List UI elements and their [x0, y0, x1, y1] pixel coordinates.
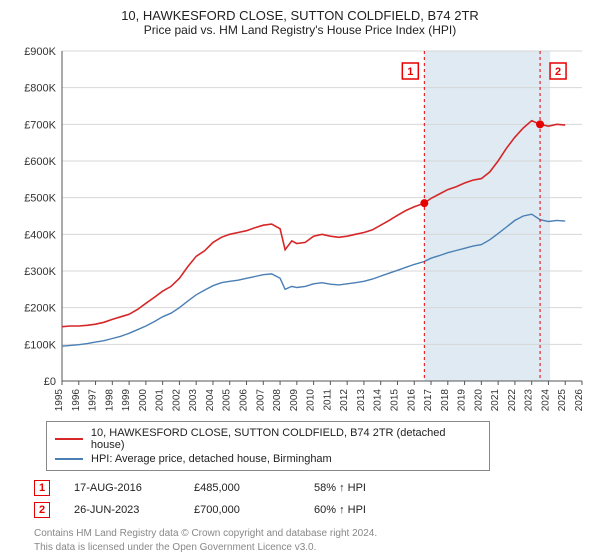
svg-text:2021: 2021: [490, 389, 501, 412]
svg-text:1995: 1995: [54, 389, 65, 412]
chart-title: 10, HAWKESFORD CLOSE, SUTTON COLDFIELD, …: [10, 8, 590, 23]
svg-text:£800K: £800K: [24, 83, 56, 95]
price-chart: £0 £100K £200K £300K £400K £500K £600K £700K £80…: [10, 43, 590, 413]
transaction-row: 1 17-AUG-2016 £485,000 58% ↑ HPI: [34, 477, 590, 499]
svg-text:£700K: £700K: [24, 119, 56, 131]
legend-swatch: [55, 458, 83, 460]
svg-text:2016: 2016: [406, 389, 417, 412]
svg-text:2002: 2002: [171, 389, 182, 412]
license-footer: Contains HM Land Registry data © Crown c…: [34, 527, 590, 554]
svg-text:£500K: £500K: [24, 193, 56, 205]
svg-text:2013: 2013: [356, 389, 367, 412]
transaction-price: £485,000: [194, 482, 290, 494]
svg-text:2: 2: [555, 66, 561, 78]
footer-line-2: This data is licensed under the Open Gov…: [34, 541, 590, 555]
svg-text:2008: 2008: [272, 389, 283, 412]
svg-text:£200K: £200K: [24, 303, 56, 315]
transaction-date: 26-JUN-2023: [74, 504, 170, 516]
transaction-marker: 1: [34, 480, 50, 496]
legend-item: HPI: Average price, detached house, Birm…: [55, 452, 481, 466]
svg-text:2020: 2020: [473, 389, 484, 412]
svg-text:£900K: £900K: [24, 46, 56, 58]
transaction-delta: 60% ↑ HPI: [314, 504, 410, 516]
svg-text:£300K: £300K: [24, 266, 56, 278]
svg-text:£0: £0: [44, 376, 56, 388]
svg-text:2007: 2007: [255, 389, 266, 412]
svg-text:1998: 1998: [104, 389, 115, 412]
svg-text:2009: 2009: [289, 389, 300, 412]
legend-item: 10, HAWKESFORD CLOSE, SUTTON COLDFIELD, …: [55, 426, 481, 452]
transaction-table: 1 17-AUG-2016 £485,000 58% ↑ HPI 2 26-JUN-202…: [34, 477, 590, 521]
svg-text:2001: 2001: [155, 389, 166, 412]
svg-text:2006: 2006: [239, 389, 250, 412]
svg-text:2010: 2010: [306, 389, 317, 412]
svg-text:2023: 2023: [524, 389, 535, 412]
legend-swatch: [55, 438, 83, 440]
svg-text:2019: 2019: [457, 389, 468, 412]
svg-text:1999: 1999: [121, 389, 132, 412]
svg-text:1997: 1997: [88, 389, 99, 412]
svg-text:2011: 2011: [322, 389, 333, 411]
svg-text:£600K: £600K: [24, 156, 56, 168]
legend-label: HPI: Average price, detached house, Birm…: [91, 453, 332, 465]
svg-text:£400K: £400K: [24, 229, 56, 241]
svg-text:1: 1: [407, 66, 413, 78]
svg-text:2024: 2024: [540, 389, 551, 412]
chart-subtitle: Price paid vs. HM Land Registry's House …: [10, 23, 590, 37]
legend-label: 10, HAWKESFORD CLOSE, SUTTON COLDFIELD, …: [91, 427, 481, 451]
footer-line-1: Contains HM Land Registry data © Crown c…: [34, 527, 590, 541]
svg-text:2015: 2015: [389, 389, 400, 412]
svg-text:2026: 2026: [574, 389, 585, 412]
svg-text:2005: 2005: [222, 389, 233, 412]
transaction-delta: 58% ↑ HPI: [314, 482, 410, 494]
svg-text:2018: 2018: [440, 389, 451, 412]
svg-text:2000: 2000: [138, 389, 149, 412]
svg-text:2003: 2003: [188, 389, 199, 412]
svg-text:2004: 2004: [205, 389, 216, 412]
svg-text:2012: 2012: [339, 389, 350, 412]
legend: 10, HAWKESFORD CLOSE, SUTTON COLDFIELD, …: [46, 421, 490, 471]
transaction-price: £700,000: [194, 504, 290, 516]
svg-text:£100K: £100K: [24, 339, 56, 351]
svg-text:1996: 1996: [71, 389, 82, 412]
transaction-date: 17-AUG-2016: [74, 482, 170, 494]
svg-text:2017: 2017: [423, 389, 434, 412]
transaction-marker: 2: [34, 502, 50, 518]
svg-text:2022: 2022: [507, 389, 518, 412]
svg-text:2014: 2014: [373, 389, 384, 412]
svg-text:2025: 2025: [557, 389, 568, 412]
transaction-row: 2 26-JUN-2023 £700,000 60% ↑ HPI: [34, 499, 590, 521]
